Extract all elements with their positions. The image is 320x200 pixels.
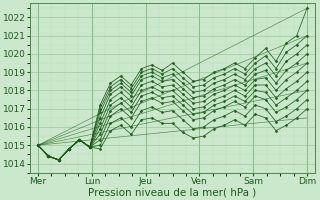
- X-axis label: Pression niveau de la mer( hPa ): Pression niveau de la mer( hPa ): [88, 187, 257, 197]
